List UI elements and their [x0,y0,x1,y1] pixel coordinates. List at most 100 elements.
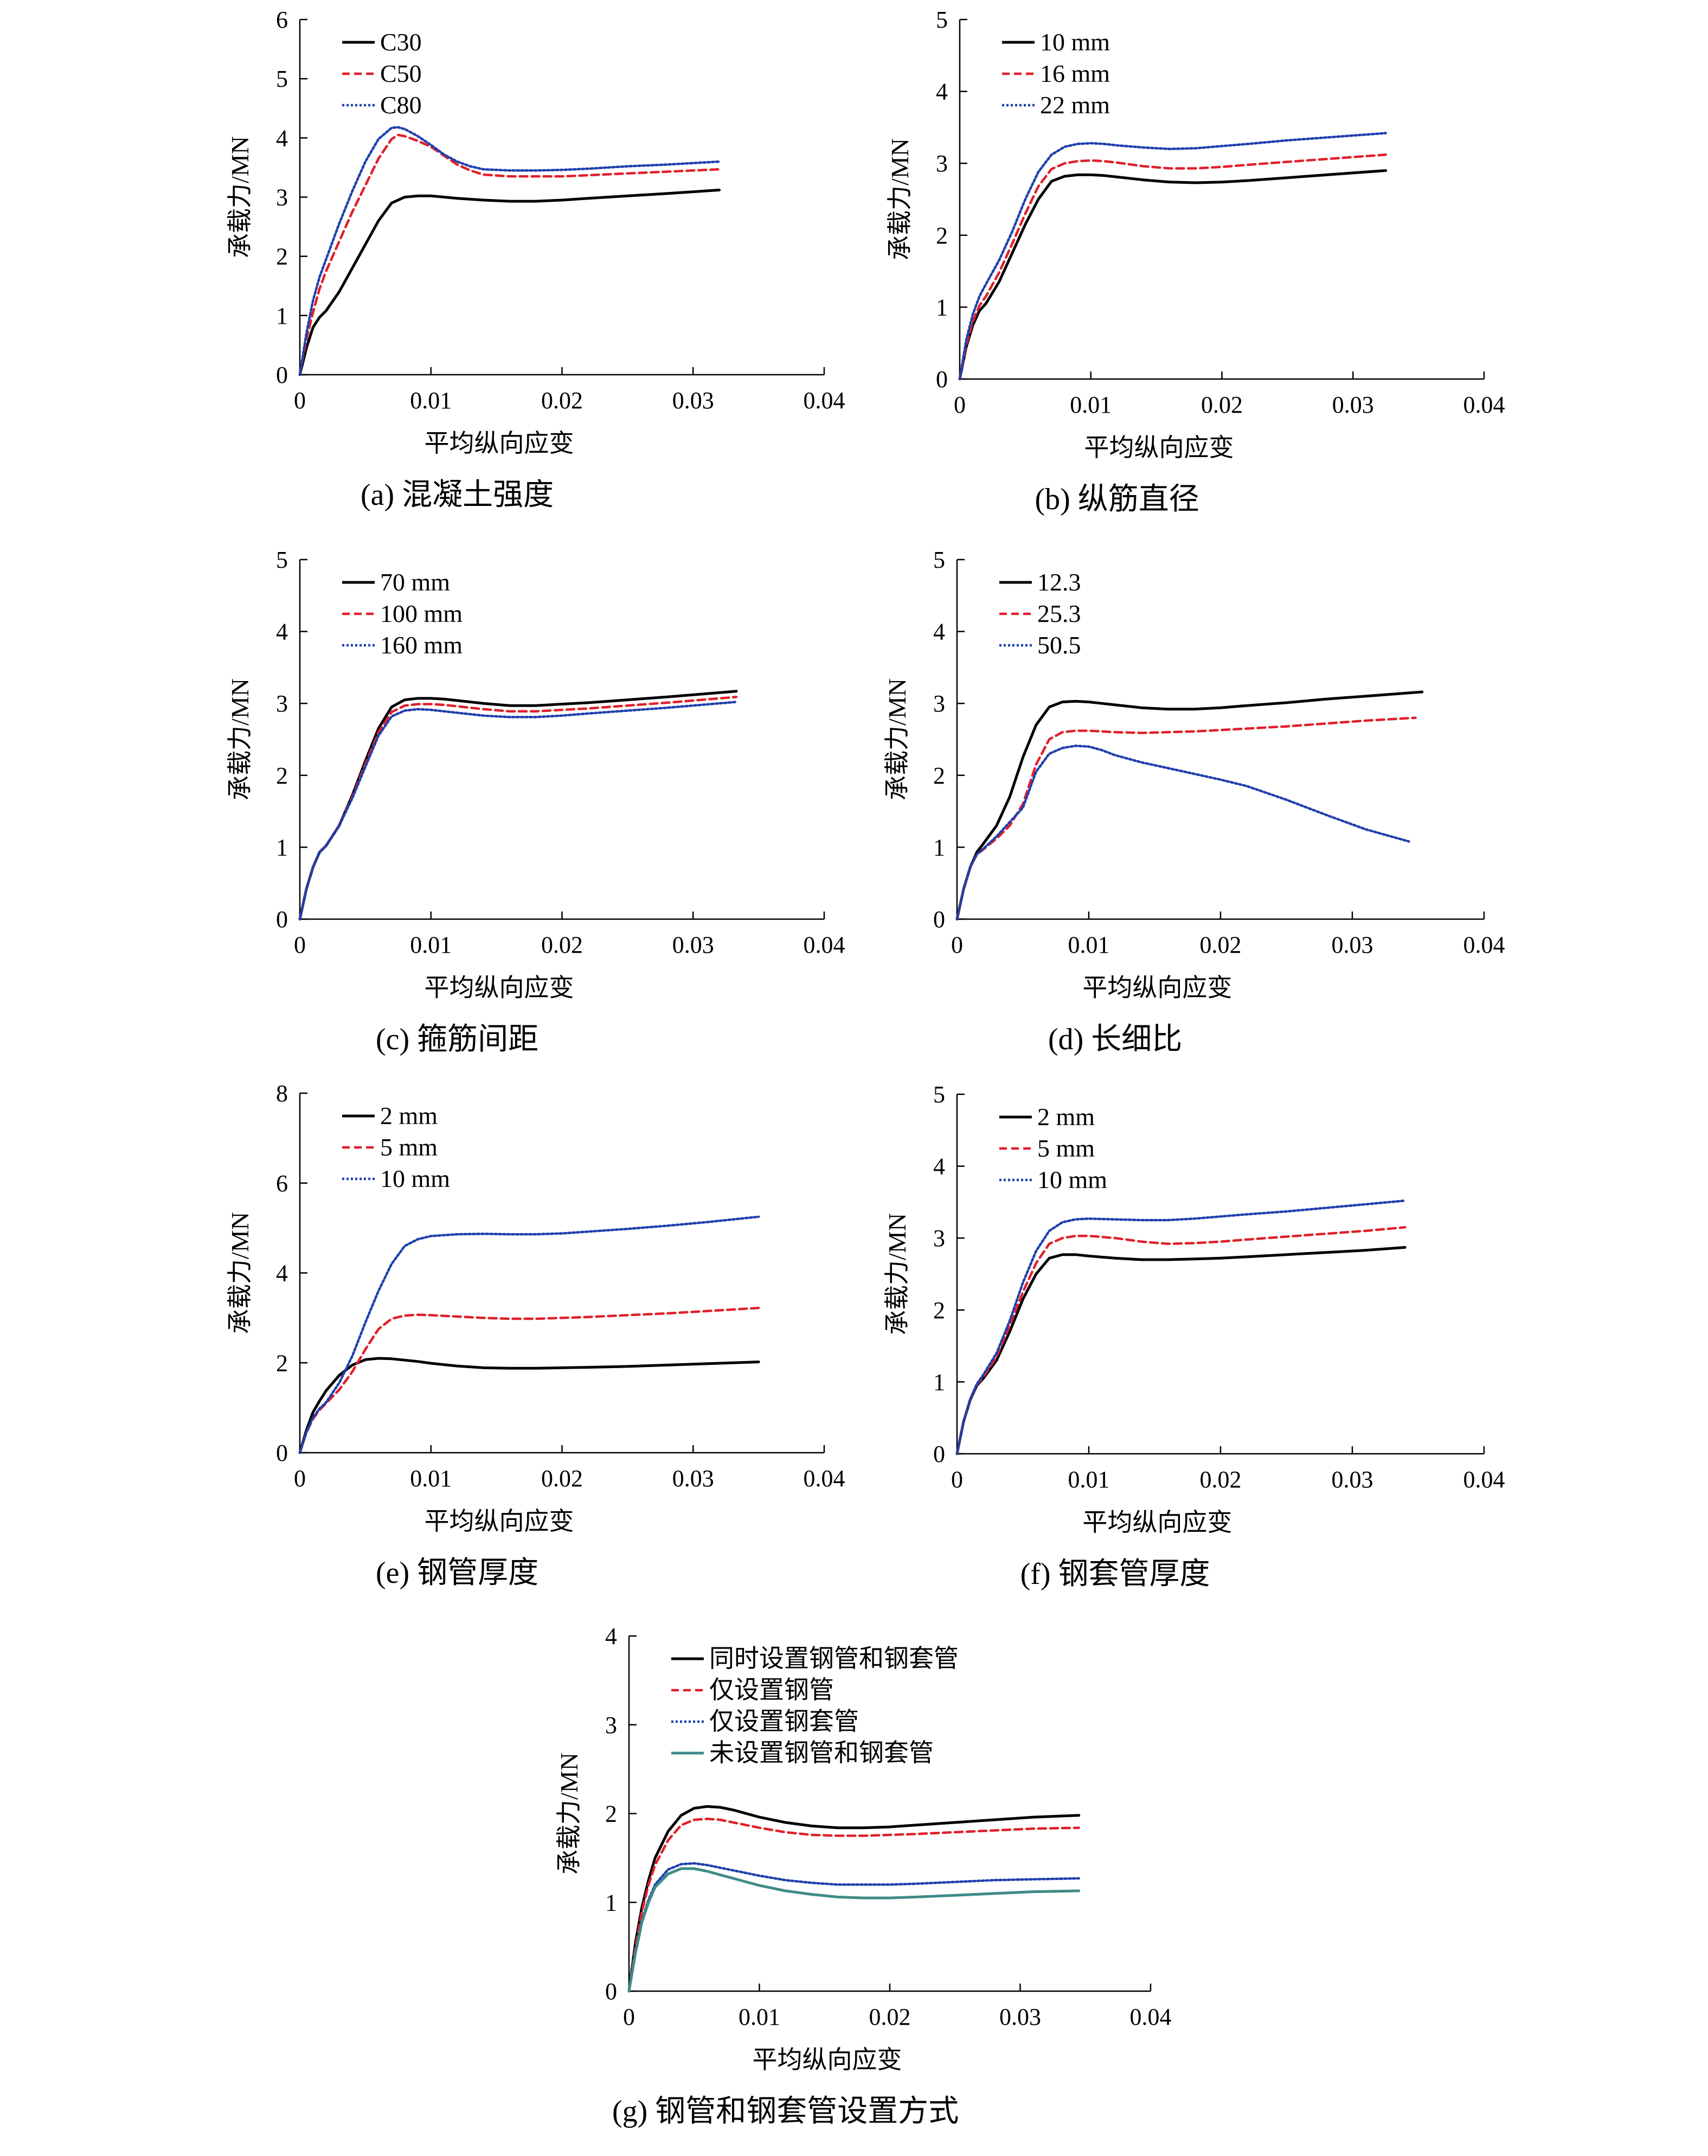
panel-0-x-tick-label: 0.03 [672,387,714,414]
panel-6-legend-label-0: 同时设置钢管和钢套管 [709,1645,959,1672]
panel-3-legend-label-0: 12.3 [1037,568,1081,596]
panel-0-caption: (a) 混凝土强度 [361,478,554,512]
panel-0-series-line-2 [298,126,721,376]
panel-6-y-tick-label: 4 [605,1623,617,1650]
panel-4-y-tick-label: 4 [276,1260,288,1287]
panel-2-series-line-0 [298,690,738,921]
panel-3-legend-label-1: 25.3 [1037,600,1081,627]
panel-6-series-line-2 [627,1862,1080,1993]
panel-1-y-tick-label: 5 [936,7,948,33]
panel-2-y-tick-label: 3 [276,690,288,717]
panel-1-caption: (b) 纵筋直径 [1035,483,1199,516]
panel-1-x-tick-label: 0.02 [1201,392,1243,418]
panel-0-x-axis-label: 平均纵向应变 [424,429,574,457]
panel-2-y-axis-label: 承载力/MN [226,678,254,800]
panel-6-x-tick-label: 0.04 [1130,2004,1172,2030]
panel-6-y-axis-label: 承载力/MN [555,1753,583,1875]
panel-1-series-line-1 [958,153,1387,381]
panel-3-x-axis-label: 平均纵向应变 [1082,974,1232,1002]
panel-5-series-line-2 [955,1199,1407,1455]
panel-6-legend-label-3: 未设置钢管和钢套管 [709,1739,934,1767]
panel-2-legend-label-2: 160 mm [380,631,463,659]
panel-2-y-tick-label: 0 [276,906,288,933]
panel-2-y-tick-label: 2 [276,762,288,789]
panel-4-y-tick-label: 8 [276,1080,288,1107]
panel-4-series-line-0 [298,1357,760,1454]
panel-4-legend-label-0: 2 mm [380,1102,438,1130]
panel-5-y-tick-label: 5 [933,1081,945,1108]
panel-3-series-line-2 [955,745,1410,921]
panel-3-series-line-0 [955,690,1424,921]
panel-6-caption: (g) 钢管和钢套管设置方式 [612,2095,959,2128]
panel-2-y-tick-label: 1 [276,834,288,861]
panel-5-x-axis-label: 平均纵向应变 [1082,1509,1232,1536]
panel-5-legend-label-0: 2 mm [1037,1103,1095,1131]
panel-3-caption: (d) 长细比 [1048,1023,1182,1056]
panel-2-legend-label-0: 70 mm [380,568,450,596]
panel-1-x-axis-label: 平均纵向应变 [1084,434,1234,461]
panel-1-legend-label-0: 10 mm [1040,28,1110,56]
panel-2-x-axis-label: 平均纵向应变 [424,974,574,1002]
panel-4-x-tick-label: 0.02 [541,1465,583,1492]
panel-4-y-tick-label: 6 [276,1170,288,1197]
panel-1-x-tick-label: 0.03 [1332,392,1374,418]
panel-2-x-tick-label: 0.02 [541,932,583,958]
panel-3-legend-label-2: 50.5 [1037,631,1081,659]
panel-0-y-tick-label: 6 [276,7,288,33]
panel-5-legend-label-1: 5 mm [1037,1134,1095,1162]
panel-1-series-line-0 [958,169,1388,381]
panel-2-legend-label-1: 100 mm [380,600,463,627]
panel-6-y-tick-label: 1 [605,1889,617,1916]
panel-1-y-tick-label: 2 [936,222,948,249]
panel-0-series-line-0 [298,188,721,376]
panel-1-y-tick-label: 3 [936,150,948,177]
panel-1-series-line-2 [958,132,1387,381]
panel-0-legend-label-2: C80 [380,91,422,119]
panel-5-y-tick-label: 0 [933,1441,945,1467]
panel-5-x-tick-label: 0.03 [1332,1466,1373,1493]
panel-2-y-tick-label: 5 [276,547,288,573]
panel-0-y-axis-label: 承载力/MN [226,136,254,258]
panel-4-legend-label-1: 5 mm [380,1133,438,1161]
panel-3-y-tick-label: 4 [933,619,945,645]
panel-5-x-tick-label: 0.02 [1200,1466,1242,1493]
panel-1-y-axis-label: 承载力/MN [886,138,914,260]
panel-4-x-tick-label: 0.04 [804,1465,845,1492]
panel-2-series-line-1 [298,696,738,921]
panel-3-y-tick-label: 2 [933,762,945,789]
panel-2-y-tick-label: 4 [276,619,288,645]
panel-3-y-tick-label: 5 [933,547,945,573]
panel-0-x-tick-label: 0 [294,387,306,414]
panel-5-series-line-1 [955,1226,1407,1455]
panel-4-series-line-1 [298,1306,760,1454]
panel-3-x-tick-label: 0.04 [1463,932,1505,958]
panel-5-y-axis-label: 承载力/MN [883,1213,911,1335]
panel-0-x-tick-label: 0.01 [410,387,452,414]
panel-1-y-tick-label: 1 [936,294,948,320]
panel-0-y-tick-label: 3 [276,184,288,211]
panel-0-y-tick-label: 0 [276,362,288,388]
panel-1-x-tick-label: 0.01 [1070,392,1112,418]
panel-4-caption: (e) 钢管厚度 [376,1556,538,1590]
panel-1-x-tick-label: 0.04 [1463,392,1505,418]
panel-5-y-tick-label: 4 [933,1153,945,1180]
panel-5-x-tick-label: 0 [951,1466,963,1493]
panel-4-x-tick-label: 0 [294,1465,306,1492]
panel-4-y-tick-label: 2 [276,1350,288,1376]
panel-2-x-tick-label: 0.04 [804,932,845,958]
panel-3-x-tick-label: 0 [951,932,963,958]
panel-1-legend-label-2: 22 mm [1040,91,1110,119]
panel-4-x-tick-label: 0.01 [410,1465,452,1492]
panel-6-series-line-1 [627,1818,1080,1993]
panel-5-y-tick-label: 1 [933,1369,945,1395]
panel-3-y-axis-label: 承载力/MN [883,678,911,800]
panel-2-x-tick-label: 0.03 [672,932,714,958]
panel-6-legend-label-1: 仅设置钢管 [709,1676,834,1704]
panel-0-y-tick-label: 5 [276,66,288,92]
panel-2-x-tick-label: 0 [294,932,306,958]
panel-5-x-tick-label: 0.01 [1068,1466,1110,1493]
panel-0-y-tick-label: 4 [276,125,288,151]
panel-4-x-tick-label: 0.03 [672,1465,714,1492]
panel-5-y-tick-label: 3 [933,1225,945,1252]
panel-5-x-tick-label: 0.04 [1463,1466,1505,1493]
